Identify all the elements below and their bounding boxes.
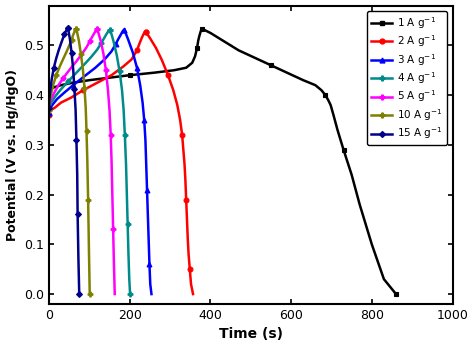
4 A g$^{-1}$ — [122, 133, 128, 137]
15 A g$^{-1}$ — [65, 26, 71, 30]
2 A g$^{-1}$ — [183, 197, 189, 202]
3 A g$^{-1}$ — [144, 187, 150, 192]
2 A g$^{-1}$ — [165, 73, 171, 77]
1 A g$^{-1}$ — [393, 292, 399, 296]
10 A g$^{-1}$ — [85, 197, 91, 202]
Y-axis label: Potential (V vs. Hg/HgO): Potential (V vs. Hg/HgO) — [6, 69, 18, 241]
2 A g$^{-1}$ — [143, 30, 149, 34]
3 A g$^{-1}$ — [122, 28, 128, 32]
5 A g$^{-1}$ — [103, 68, 109, 72]
5 A g$^{-1}$ — [108, 133, 114, 137]
2 A g$^{-1}$ — [179, 133, 185, 137]
15 A g$^{-1}$ — [73, 138, 79, 142]
4 A g$^{-1}$ — [108, 28, 113, 32]
Line: 5 A g$^{-1}$: 5 A g$^{-1}$ — [95, 27, 116, 232]
15 A g$^{-1}$ — [75, 212, 81, 217]
3 A g$^{-1}$ — [141, 118, 147, 122]
4 A g$^{-1}$ — [117, 69, 122, 73]
Line: 3 A g$^{-1}$: 3 A g$^{-1}$ — [122, 27, 152, 266]
1 A g$^{-1}$ — [268, 63, 274, 67]
1 A g$^{-1}$ — [341, 148, 346, 152]
10 A g$^{-1}$ — [78, 52, 84, 56]
3 A g$^{-1}$ — [134, 66, 140, 70]
Legend: 1 A g$^{-1}$, 2 A g$^{-1}$, 3 A g$^{-1}$, 4 A g$^{-1}$, 5 A g$^{-1}$, 10 A g$^{-: 1 A g$^{-1}$, 2 A g$^{-1}$, 3 A g$^{-1}$… — [367, 11, 447, 145]
15 A g$^{-1}$ — [69, 51, 74, 55]
5 A g$^{-1}$ — [110, 227, 116, 231]
10 A g$^{-1}$ — [87, 292, 92, 296]
3 A g$^{-1}$ — [146, 262, 152, 266]
1 A g$^{-1}$ — [322, 93, 328, 97]
4 A g$^{-1}$ — [125, 222, 130, 227]
5 A g$^{-1}$ — [94, 27, 100, 32]
1 A g$^{-1}$ — [200, 27, 205, 31]
15 A g$^{-1}$ — [76, 292, 82, 296]
Line: 4 A g$^{-1}$: 4 A g$^{-1}$ — [108, 27, 133, 296]
Line: 10 A g$^{-1}$: 10 A g$^{-1}$ — [74, 26, 92, 296]
4 A g$^{-1}$ — [127, 292, 133, 296]
10 A g$^{-1}$ — [82, 86, 87, 90]
2 A g$^{-1}$ — [187, 267, 192, 271]
Line: 2 A g$^{-1}$: 2 A g$^{-1}$ — [144, 29, 192, 272]
X-axis label: Time (s): Time (s) — [219, 328, 283, 341]
10 A g$^{-1}$ — [83, 129, 89, 133]
15 A g$^{-1}$ — [72, 86, 77, 91]
Line: 15 A g$^{-1}$: 15 A g$^{-1}$ — [66, 26, 82, 296]
10 A g$^{-1}$ — [73, 27, 79, 31]
Line: 1 A g$^{-1}$: 1 A g$^{-1}$ — [200, 26, 399, 296]
